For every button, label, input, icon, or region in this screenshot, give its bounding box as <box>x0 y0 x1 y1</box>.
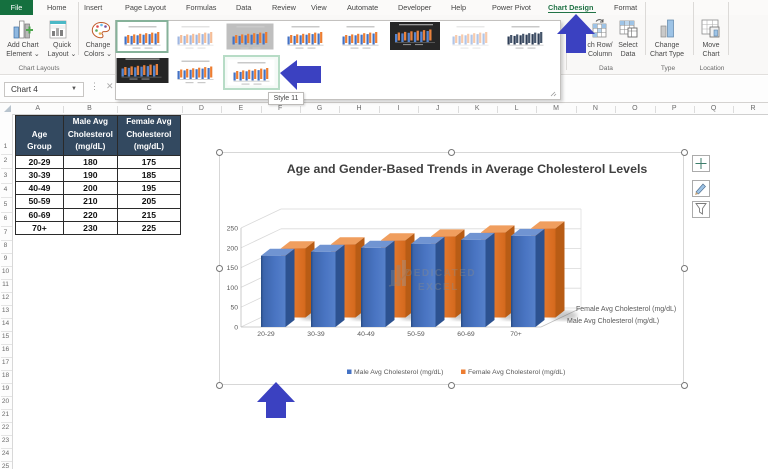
svg-text:60-69: 60-69 <box>457 331 475 338</box>
svg-text:100: 100 <box>227 285 239 292</box>
svg-text:150: 150 <box>227 265 239 272</box>
svg-text:50: 50 <box>230 305 238 312</box>
svg-text:250: 250 <box>227 226 239 233</box>
svg-text:Female Avg Cholesterol (mg/dL): Female Avg Cholesterol (mg/dL) <box>468 369 565 376</box>
svg-text:50-59: 50-59 <box>407 331 425 338</box>
svg-text:Male Avg Cholesterol (mg/dL): Male Avg Cholesterol (mg/dL) <box>354 369 443 376</box>
svg-text:20-29: 20-29 <box>257 331 275 338</box>
svg-text:DEDICATED: DEDICATED <box>405 268 476 279</box>
svg-text:70+: 70+ <box>510 331 522 338</box>
svg-text:30-39: 30-39 <box>307 331 325 338</box>
svg-text:0: 0 <box>234 325 238 332</box>
svg-text:40-49: 40-49 <box>357 331 375 338</box>
svg-text:200: 200 <box>227 245 239 252</box>
svg-text:EXCEL: EXCEL <box>418 282 459 293</box>
svg-text:Male Avg Cholesterol (mg/dL): Male Avg Cholesterol (mg/dL) <box>567 318 659 325</box>
svg-text:Female Avg Cholesterol (mg/dL): Female Avg Cholesterol (mg/dL) <box>576 306 676 313</box>
svg-text:Age and Gender-Based Trends in: Age and Gender-Based Trends in Average C… <box>287 162 648 176</box>
